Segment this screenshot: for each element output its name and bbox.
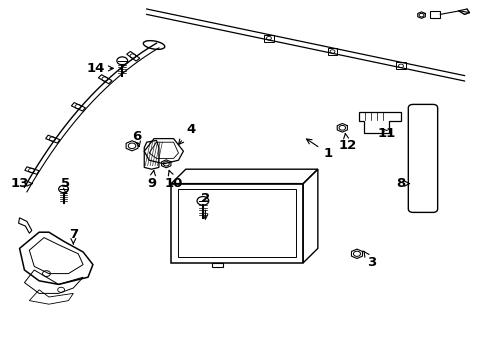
Text: 7: 7 [69,228,78,244]
Text: 13: 13 [10,177,32,190]
Text: 11: 11 [376,127,395,140]
Text: 6: 6 [132,130,141,147]
Text: 5: 5 [61,177,70,193]
Text: 1: 1 [306,139,331,159]
Text: 4: 4 [178,123,195,144]
Text: 9: 9 [147,170,156,190]
Bar [212,263,223,267]
Text: 2: 2 [201,192,209,219]
Text: 8: 8 [396,177,408,190]
Bar [429,11,439,18]
Bar [395,62,405,69]
Bar [327,48,337,55]
Text: 12: 12 [337,133,356,152]
Text: 10: 10 [164,170,183,190]
Text: 3: 3 [363,251,375,269]
Bar [178,189,295,257]
Text: 14: 14 [86,62,113,75]
Bar [171,184,303,263]
Bar [264,35,273,42]
